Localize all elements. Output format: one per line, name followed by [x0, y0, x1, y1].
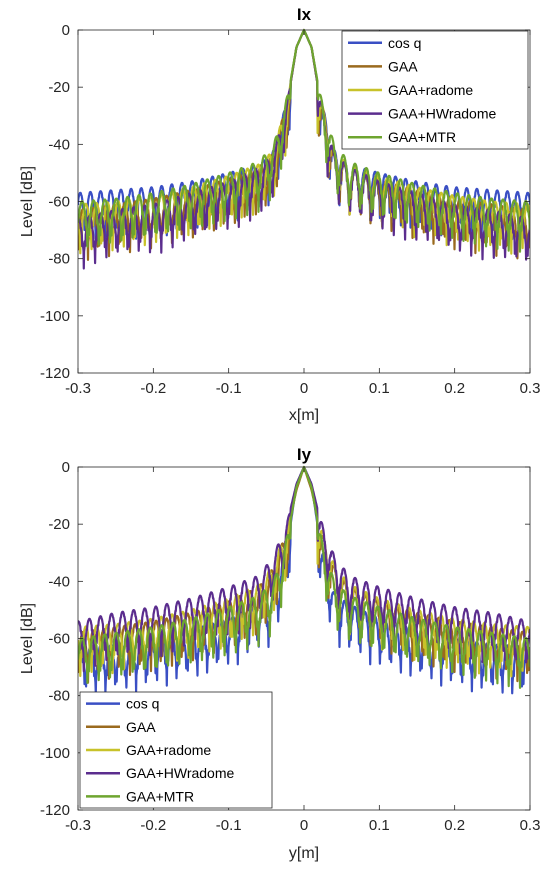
x-tick-label: 0.1	[369, 817, 390, 834]
y-tick-label: -80	[48, 688, 70, 705]
x-axis-label: y[m]	[289, 845, 319, 862]
y-tick-label: -60	[48, 194, 70, 211]
chart-title: Ix	[297, 5, 312, 24]
legend-entry-1: cos q	[126, 696, 159, 712]
y-tick-label: -120	[40, 365, 70, 382]
x-tick-label: -0.2	[140, 817, 166, 834]
x-tick-label: 0.2	[444, 380, 465, 397]
y-tick-label: -60	[48, 631, 70, 648]
y-tick-label: -100	[40, 308, 70, 325]
x-tick-label: 0.3	[520, 817, 541, 834]
legend-entry-4: GAA+HWradome	[388, 106, 496, 122]
x-tick-label: -0.3	[65, 380, 91, 397]
y-tick-label: -20	[48, 79, 70, 96]
legend-entry-5: GAA+MTR	[388, 129, 456, 145]
y-tick-label: -80	[48, 251, 70, 268]
y-axis-label: Level [dB]	[19, 603, 36, 674]
y-tick-label: 0	[62, 22, 70, 39]
y-tick-label: -20	[48, 516, 70, 533]
legend-entry-1: cos q	[388, 35, 421, 51]
y-tick-label: -40	[48, 573, 70, 590]
legend-entry-3: GAA+radome	[388, 82, 473, 98]
legend-entry-4: GAA+HWradome	[126, 765, 234, 781]
chart-title: Iy	[297, 445, 312, 464]
y-tick-label: -100	[40, 745, 70, 762]
series-lines	[78, 465, 530, 695]
x-tick-label: -0.1	[216, 380, 242, 397]
legend: cos q GAA GAA+radome GAA+HWradome GAA+MTR	[79, 691, 273, 809]
y-tick-label: -120	[40, 802, 70, 819]
x-axis-label: x[m]	[289, 407, 319, 424]
x-tick-label: 0	[300, 817, 308, 834]
legend-entry-3: GAA+radome	[126, 742, 211, 758]
legend-entry-5: GAA+MTR	[126, 788, 194, 804]
x-tick-label: 0	[300, 380, 308, 397]
series-line-5	[78, 465, 530, 690]
chart-panel-1: -0.3 -0.2 -0.1 0 0.1 0.2 0.3 0 -20 -40 -60 -80 -100 -…	[19, 5, 540, 424]
y-tick-label: 0	[62, 459, 70, 476]
x-tick-label: 0.2	[444, 817, 465, 834]
legend-entry-2: GAA	[388, 58, 418, 74]
x-tick-label: -0.1	[216, 817, 242, 834]
x-tick-label: 0.1	[369, 380, 390, 397]
chart-panel-2: -0.3 -0.2 -0.1 0 0.1 0.2 0.3 0 -20 -40 -60 -80 -100 -…	[19, 445, 540, 862]
y-axis-label: Level [dB]	[19, 166, 36, 237]
x-tick-label: -0.3	[65, 817, 91, 834]
legend-entry-2: GAA	[126, 719, 156, 735]
legend: cos q GAA GAA+radome GAA+HWradome GAA+MTR	[341, 30, 529, 150]
y-tick-label: -40	[48, 136, 70, 153]
x-tick-label: -0.2	[140, 380, 166, 397]
x-tick-label: 0.3	[520, 380, 541, 397]
